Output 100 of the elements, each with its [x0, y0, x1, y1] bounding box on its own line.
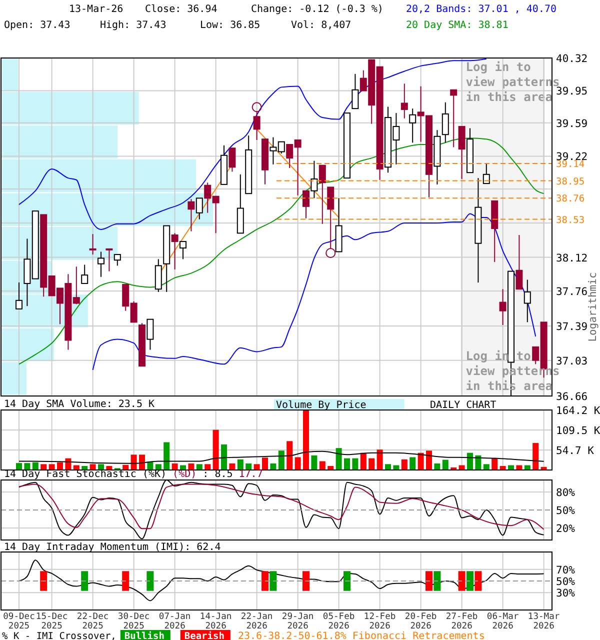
bar — [24, 463, 30, 470]
ref-line-label: 38.76 — [556, 194, 585, 205]
candlestick — [154, 258, 162, 292]
y-tick-label: 37.03 — [556, 355, 588, 368]
candlestick — [228, 148, 236, 172]
bar — [393, 465, 400, 470]
x-tick-label: 27-Feb 2026 — [446, 612, 478, 632]
x-tick-label: 15-Dec 2025 — [36, 612, 68, 632]
y-tick-label: 109.5 K — [556, 424, 600, 437]
annotation: DAILY CHART — [430, 400, 496, 411]
bar — [360, 452, 366, 470]
annotation: 17.7 — [238, 469, 263, 480]
bar — [229, 463, 236, 470]
candlestick — [442, 102, 449, 144]
bar — [286, 441, 293, 470]
bar — [130, 454, 137, 470]
candlestick — [188, 198, 195, 232]
candlestick — [352, 73, 359, 110]
y-tick-label: 30% — [556, 588, 576, 600]
text: % K - IMI Crossover, — [2, 631, 116, 640]
bar — [418, 452, 424, 470]
bar — [434, 463, 440, 470]
x-tick-label: 05-Feb 2026 — [322, 612, 355, 632]
bar — [319, 461, 326, 470]
series-label: (%D) — [172, 469, 197, 480]
candlestick — [180, 240, 186, 260]
y-tick-label: 40.32 — [556, 53, 588, 65]
y-tick-label: 38.12 — [556, 252, 588, 264]
bar — [204, 464, 211, 470]
annotation: Volume By Price — [276, 400, 366, 411]
text: 20,2 Bands: 37.01 , 40.70 — [406, 4, 557, 15]
text: 20 Day SMA: 38.81 — [406, 20, 508, 31]
bar — [516, 465, 522, 470]
x-tick-label: 12-Feb 2026 — [364, 612, 396, 632]
bar — [410, 457, 416, 470]
candlestick — [524, 279, 531, 323]
candlestick — [146, 318, 154, 350]
y-tick-label: 36.66 — [556, 391, 588, 403]
bar — [376, 450, 383, 470]
bar — [270, 463, 276, 470]
bar — [164, 442, 170, 470]
bar — [467, 452, 473, 470]
bar — [492, 458, 498, 470]
x-tick-label: 29-Jan 2026 — [282, 612, 314, 632]
bar — [254, 464, 260, 470]
bar — [57, 462, 63, 470]
bar — [1, 58, 18, 91]
bar — [385, 464, 391, 470]
text: Close: 36.94 — [145, 4, 218, 15]
bar — [352, 458, 358, 470]
candlestick — [409, 108, 416, 144]
chart-title: 14 Day SMA Volume: 23.5 K — [4, 399, 155, 410]
candlestick — [196, 198, 203, 220]
bar — [294, 457, 301, 470]
ref-line-label: 38.53 — [556, 214, 585, 226]
y-tick-label: 37.76 — [556, 286, 588, 298]
bar — [1, 362, 26, 395]
line-series — [18, 560, 544, 602]
bar — [212, 430, 219, 470]
text: 23.6-38.2-50-61.8% Fibonacci Retracements — [238, 631, 485, 640]
candlestick — [458, 126, 466, 180]
candlestick — [81, 264, 88, 284]
candlestick — [302, 190, 310, 219]
y-tick-label: 37.39 — [556, 320, 588, 333]
candlestick — [318, 164, 326, 224]
y-tick-label: 39.59 — [556, 118, 588, 130]
bar — [401, 459, 408, 470]
bar — [40, 464, 47, 470]
candlestick — [114, 254, 121, 266]
text: High: 37.43 — [100, 20, 166, 31]
candlestick — [499, 288, 506, 326]
bar — [524, 465, 530, 470]
bar — [90, 464, 96, 470]
bar — [139, 454, 145, 470]
bar — [532, 442, 539, 470]
text: Change: -0.12 (-0.3 %) — [251, 4, 384, 15]
bar — [98, 464, 104, 470]
text: Bearish — [184, 631, 224, 640]
bar — [336, 448, 342, 470]
bar — [155, 464, 162, 470]
candlestick — [400, 83, 408, 119]
candlestick — [516, 234, 523, 290]
x-tick-label: 20-Feb 2026 — [404, 612, 437, 632]
y-tick-label: 39.95 — [556, 86, 588, 98]
bar — [344, 458, 350, 470]
candlestick — [482, 163, 490, 184]
bar — [442, 460, 448, 470]
candlestick — [98, 251, 104, 278]
candlestick — [171, 232, 178, 270]
candlestick — [89, 234, 96, 255]
x-tick-label: 06-Mar 2026 — [486, 612, 519, 632]
x-tick-label: 13-Mar 2026 — [528, 612, 560, 632]
bar — [246, 463, 252, 470]
text: Open: 37.43 — [4, 20, 70, 31]
chart-title: 14 Day Intraday Momentum (IMI): 62.4 — [4, 542, 221, 553]
bar — [262, 458, 268, 470]
y-axis-title: Logarithmic — [587, 272, 599, 342]
candlestick — [16, 282, 22, 310]
x-tick-label: 14-Jan 2026 — [200, 612, 232, 632]
y-tick-label: 80% — [556, 487, 576, 499]
